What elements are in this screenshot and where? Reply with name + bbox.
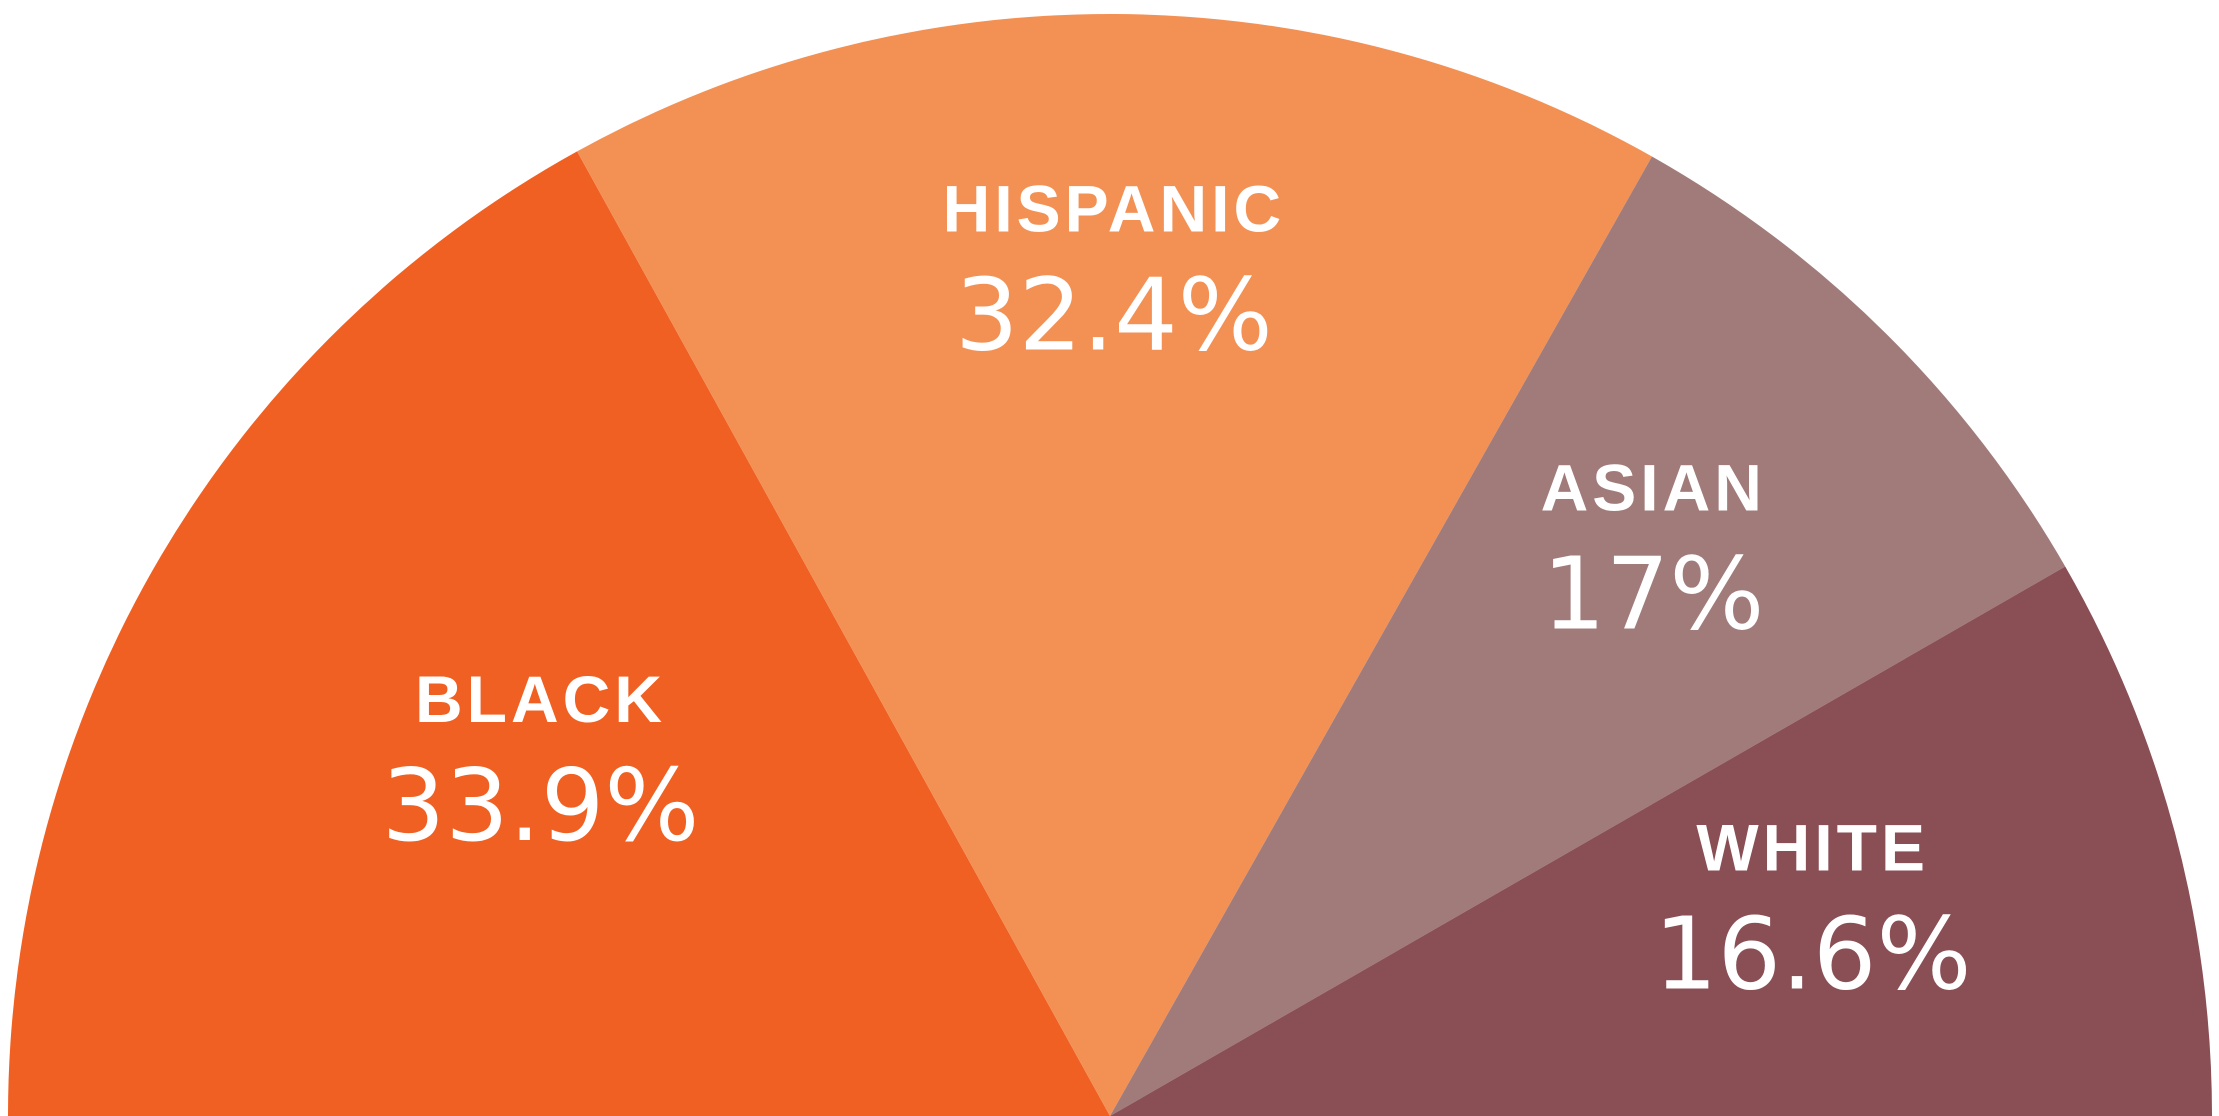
- slice-value-black: 33.9%: [382, 747, 700, 864]
- slice-value-asian: 17%: [1542, 535, 1764, 652]
- slice-black: [8, 151, 1110, 1116]
- slice-value-hispanic: 32.4%: [955, 257, 1273, 374]
- chart-slices: [8, 13, 2212, 1116]
- slice-white: [1110, 566, 2212, 1116]
- slice-label-hispanic: HISPANIC: [943, 172, 1285, 246]
- slice-asian: [1110, 156, 2066, 1116]
- slice-hispanic: [577, 13, 1652, 1116]
- slice-label-asian: ASIAN: [1541, 450, 1766, 524]
- chart-labels: BLACK 33.9% HISPANIC 32.4% ASIAN 17% WHITE 16.6…: [382, 172, 1972, 1013]
- slice-label-black: BLACK: [415, 662, 666, 736]
- slice-label-white: WHITE: [1696, 810, 1929, 884]
- slice-value-white: 16.6%: [1654, 895, 1972, 1012]
